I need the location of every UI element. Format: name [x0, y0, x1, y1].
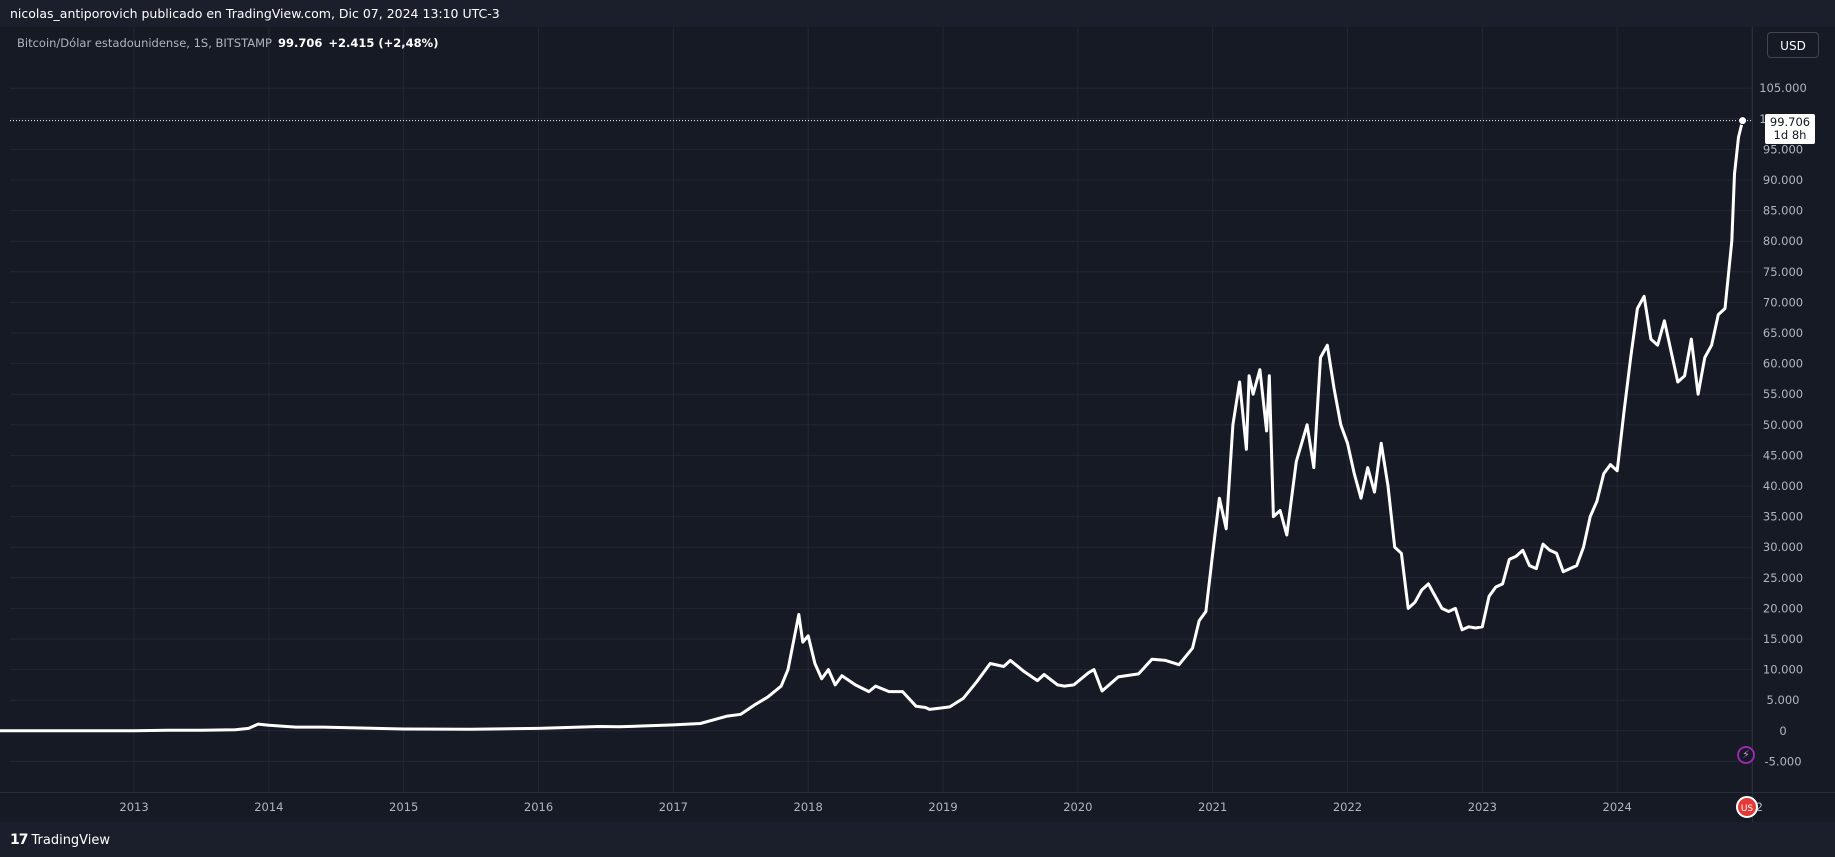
y-tick-label: 90.000	[1763, 173, 1803, 187]
y-tick-label: 35.000	[1763, 510, 1803, 524]
y-tick-label: 30.000	[1763, 540, 1803, 554]
y-tick-label: 45.000	[1763, 448, 1803, 462]
currency-button[interactable]: USD	[1767, 32, 1819, 58]
x-tick-label: 2020	[1063, 800, 1092, 814]
symbol-name: Bitcoin/Dólar estadounidense, 1S, BITSTA…	[17, 36, 272, 50]
bar-countdown: 1d 8h	[1773, 127, 1807, 142]
legend-price: 99.706	[278, 36, 323, 50]
y-tick-label: 10.000	[1763, 663, 1803, 677]
y-tick-label: 70.000	[1763, 295, 1803, 309]
x-tick-label: 2016	[524, 800, 553, 814]
y-tick-label: 0	[1779, 724, 1786, 738]
symbol-legend[interactable]: Bitcoin/Dólar estadounidense, 1S, BITSTA…	[17, 36, 438, 50]
footer-bar: 17 TradingView	[0, 822, 1835, 857]
y-tick-label: 50.000	[1763, 418, 1803, 432]
y-tick-label: 55.000	[1763, 387, 1803, 401]
us-flag-icon[interactable]: US	[1736, 796, 1758, 818]
price-chart[interactable]: 105.000100.00095.00090.00085.00080.00075…	[0, 27, 1835, 822]
last-price-dot	[1738, 116, 1748, 126]
axis-ticks: 105.000100.00095.00090.00085.00080.00075…	[119, 81, 1806, 814]
y-tick-label: 40.000	[1763, 479, 1803, 493]
y-tick-label: 80.000	[1763, 234, 1803, 248]
last-price-label: 99.706 1d 8h	[1765, 113, 1815, 144]
last-price-value: 99.706	[1769, 114, 1811, 129]
y-tick-label: 65.000	[1763, 326, 1803, 340]
publisher-line: nicolas_antiporovich publicado en Tradin…	[10, 6, 500, 21]
tradingview-logo[interactable]: 17 TradingView	[10, 832, 110, 848]
series-layer	[0, 116, 1752, 733]
x-tick-label: 2015	[389, 800, 418, 814]
publisher-bar: nicolas_antiporovich publicado en Tradin…	[0, 0, 1835, 27]
x-tick-label: 2022	[1333, 800, 1362, 814]
grid-lines	[0, 27, 1835, 822]
x-tick-label: 2017	[659, 800, 688, 814]
chart-area[interactable]: 105.000100.00095.00090.00085.00080.00075…	[0, 27, 1835, 822]
x-tick-label: 2023	[1468, 800, 1497, 814]
y-tick-label: 75.000	[1763, 265, 1803, 279]
x-tick-label: 2024	[1603, 800, 1632, 814]
brand-name: TradingView	[31, 833, 111, 848]
tradingview-mark-icon: 17	[10, 832, 29, 848]
y-tick-label: 5.000	[1767, 693, 1800, 707]
x-tick-label: 2018	[794, 800, 823, 814]
y-tick-label: 20.000	[1763, 601, 1803, 615]
y-tick-label: 105.000	[1759, 81, 1807, 95]
y-tick-label: 60.000	[1763, 357, 1803, 371]
y-tick-label: 15.000	[1763, 632, 1803, 646]
y-tick-label: -5.000	[1764, 754, 1801, 768]
x-tick-label: 2021	[1198, 800, 1227, 814]
lightning-icon[interactable]: ⚡	[1737, 746, 1755, 764]
y-tick-label: 95.000	[1763, 142, 1803, 156]
legend-change: +2.415 (+2,48%)	[328, 36, 439, 50]
price-line	[0, 119, 1745, 733]
x-tick-label: 2019	[928, 800, 957, 814]
x-tick-label: 2014	[254, 800, 283, 814]
x-tick-label: 2013	[119, 800, 148, 814]
y-tick-label: 25.000	[1763, 571, 1803, 585]
y-tick-label: 85.000	[1763, 204, 1803, 218]
